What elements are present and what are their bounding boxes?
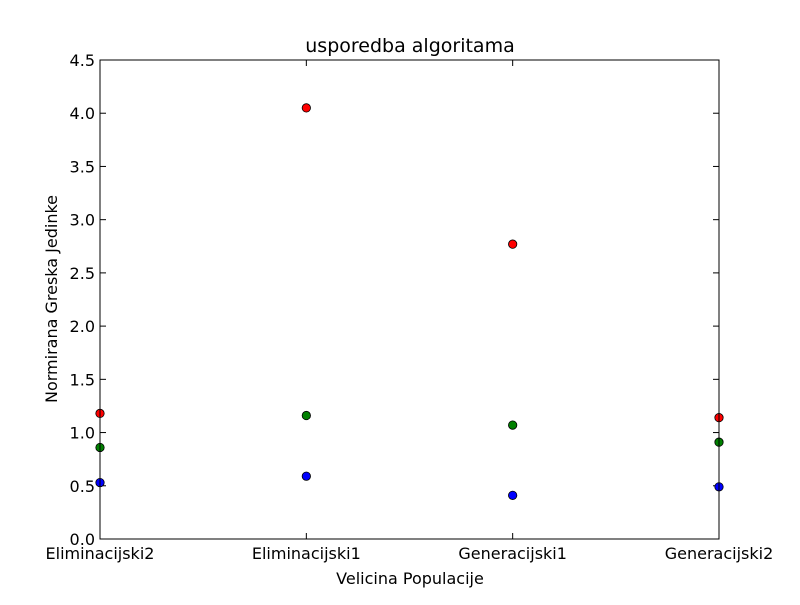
data-point bbox=[508, 490, 518, 500]
y-axis-label: Normirana Greska Jedinke bbox=[42, 195, 61, 403]
data-point bbox=[301, 410, 311, 421]
x-axis-label: Velicina Populacije bbox=[336, 569, 484, 588]
chart-title: usporedba algoritama bbox=[305, 35, 514, 57]
ticks-layer: 0.0 0.5 1.0 1.5 2.0 2.5 3.0 3.5 4.0 4.5 Eliminacij… bbox=[46, 51, 774, 563]
x-tick-label: Eliminacijski2 bbox=[46, 544, 155, 563]
data-point bbox=[301, 103, 311, 113]
y-tick-label: 3.0 bbox=[70, 211, 95, 230]
data-point bbox=[301, 471, 311, 481]
y-tick-label: 1.5 bbox=[70, 370, 95, 389]
y-tick-label: 4.0 bbox=[70, 104, 95, 123]
y-tick-label: 2.0 bbox=[70, 317, 95, 336]
data-point bbox=[508, 420, 518, 430]
data-point bbox=[508, 239, 518, 249]
y-tick-label: 4.5 bbox=[70, 51, 95, 70]
y-tick-label: 0.0 bbox=[70, 530, 95, 549]
y-tick-label: 1.0 bbox=[70, 424, 95, 443]
y-tick-label: 0.5 bbox=[70, 477, 95, 496]
plot-frame bbox=[99, 59, 720, 540]
x-tick-label: Generacijski2 bbox=[665, 544, 774, 563]
y-tick-label: 2.5 bbox=[70, 264, 95, 283]
y-tick-label: 3.5 bbox=[70, 157, 95, 176]
x-tick-label: Generacijski1 bbox=[458, 544, 567, 563]
x-tick-label: Eliminacijski1 bbox=[252, 544, 361, 563]
